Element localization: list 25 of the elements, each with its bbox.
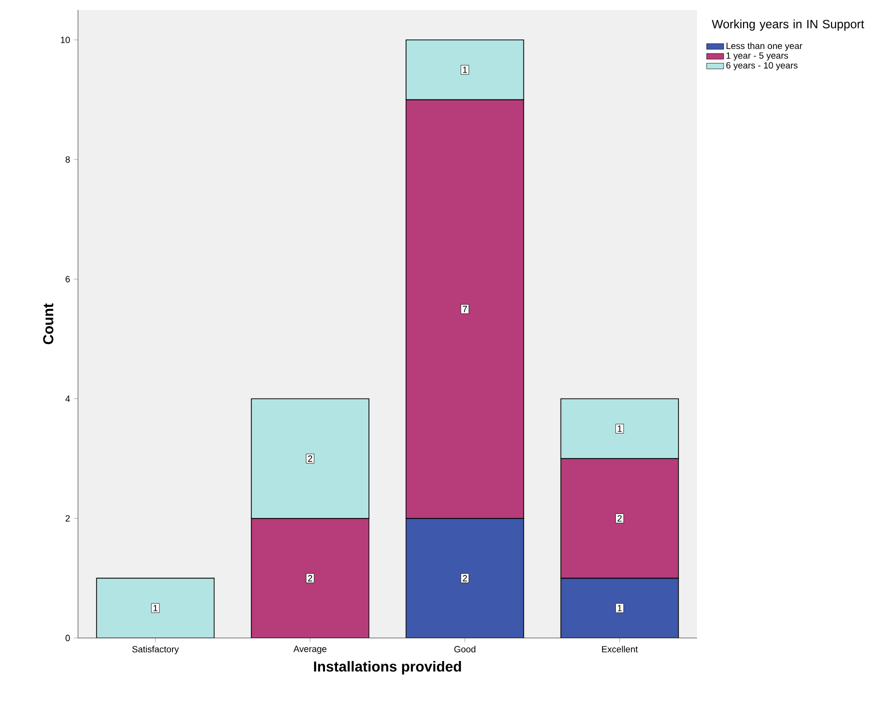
data-label: 2	[308, 455, 312, 462]
y-tick-label: 10	[60, 36, 70, 44]
data-label: 1	[618, 426, 622, 432]
data-label: 7	[462, 306, 467, 312]
data-label: 1	[154, 604, 158, 612]
legend-label: Less than one year	[726, 42, 802, 51]
legend-label: 1 year - 5 years	[726, 52, 788, 61]
x-tick-label: Satisfactory	[132, 646, 179, 654]
x-tick-label: Good	[454, 646, 476, 652]
y-tick-label: 4	[65, 396, 70, 402]
data-label: 2	[308, 575, 312, 582]
data-label: 2	[462, 575, 467, 582]
x-tick-label: Average	[293, 646, 326, 654]
legend-title: Working years in IN Support	[712, 20, 864, 31]
y-tick-label: 6	[66, 276, 70, 282]
data-label: 2	[618, 515, 622, 522]
x-axis-title: Installations provided	[314, 661, 461, 674]
x-tick-label: Excellent	[602, 646, 638, 652]
data-label: 1	[463, 66, 467, 73]
y-tick-label: 2	[66, 515, 70, 522]
data-label: 1	[618, 604, 622, 612]
legend-label: 6 years - 10 years	[726, 62, 798, 70]
y-tick-label: 8	[66, 156, 70, 163]
y-tick-label: 0	[66, 634, 70, 642]
y-axis-title: Count	[43, 303, 54, 344]
